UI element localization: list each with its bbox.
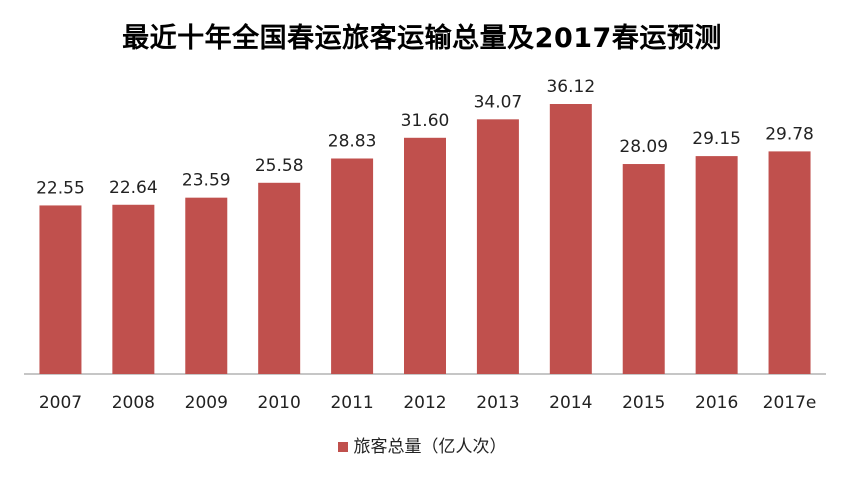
tick-label-2010: 2010 [258, 393, 301, 413]
data-label-2012: 31.60 [401, 111, 450, 131]
data-label-2007: 22.55 [36, 178, 85, 198]
data-label-2013: 34.07 [474, 92, 523, 112]
data-label-2014: 36.12 [546, 77, 595, 97]
data-label-2010: 25.58 [255, 156, 304, 176]
bar-2014 [549, 104, 592, 375]
data-label-2008: 22.64 [109, 178, 158, 198]
data-label-2011: 28.83 [328, 131, 377, 151]
chart-title: 最近十年全国春运旅客运输总量及2017春运预测 [122, 23, 722, 54]
legend: 旅客总量（亿人次） [0, 432, 844, 457]
tick-label-2015: 2015 [622, 393, 665, 413]
bar-2010 [258, 182, 301, 374]
tick-label-2017e: 2017e [763, 393, 817, 413]
data-label-2015: 28.09 [619, 137, 668, 157]
legend-label: 旅客总量（亿人次） [353, 437, 507, 457]
bar-2009 [185, 197, 228, 374]
tick-label-2011: 2011 [330, 393, 373, 413]
tick-label-2007: 2007 [39, 393, 82, 413]
tick-label-2012: 2012 [403, 393, 446, 413]
tick-label-2013: 2013 [476, 393, 519, 413]
bar-2016 [695, 156, 738, 374]
legend-swatch [337, 442, 348, 452]
bar-2017e [768, 151, 811, 374]
bar-2012 [404, 137, 446, 374]
bar-2008 [112, 204, 155, 374]
tick-label-2016: 2016 [695, 393, 738, 413]
data-label-2016: 29.15 [692, 129, 741, 149]
bar-2011 [331, 158, 374, 374]
tick-label-2009: 2009 [185, 393, 228, 413]
data-label-2017e: 29.78 [765, 124, 814, 144]
tick-label-2008: 2008 [112, 393, 155, 413]
bar-2007 [39, 205, 82, 374]
data-label-2009: 23.59 [182, 171, 231, 191]
bar-2015 [622, 164, 665, 374]
bar-2013 [476, 119, 519, 374]
tick-label-2014: 2014 [549, 393, 592, 413]
